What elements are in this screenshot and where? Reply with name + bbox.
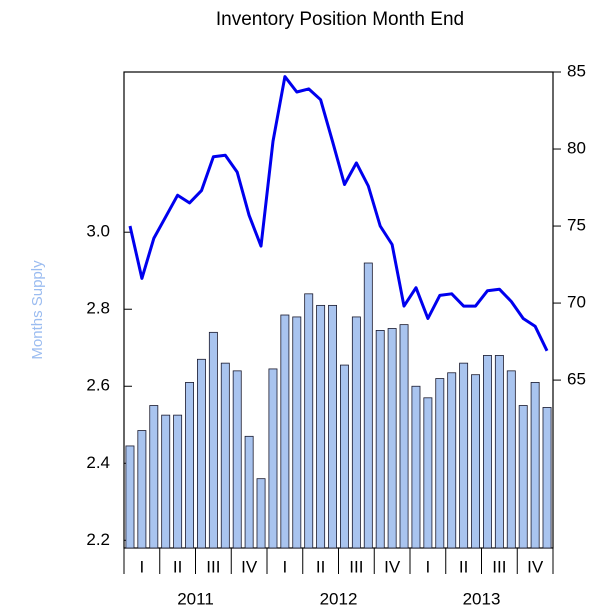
bar (316, 304, 326, 549)
y2-tick-label: 80 (567, 139, 586, 158)
x-tick-label: III (492, 557, 506, 576)
bar (483, 355, 492, 549)
bar (423, 397, 433, 549)
x-tick-label: I (426, 557, 431, 576)
bar (256, 478, 266, 549)
y2-tick-label: 70 (567, 293, 586, 312)
x-tick-label: IV (241, 557, 258, 576)
year-label: 2011 (177, 589, 214, 608)
bar (208, 331, 218, 549)
bar (185, 382, 194, 549)
bar (351, 316, 361, 549)
y-axis-label: Months Supply (29, 260, 46, 360)
bar (387, 328, 397, 549)
bar (542, 407, 552, 549)
x-tick-label: II (173, 557, 182, 576)
bar (494, 355, 504, 549)
bar (220, 362, 230, 549)
bar (304, 293, 314, 549)
y-tick-label: 2.6 (86, 376, 110, 395)
bar (471, 374, 480, 549)
bar (340, 364, 349, 549)
bar (328, 304, 337, 549)
bar (375, 330, 385, 549)
bar (232, 370, 242, 549)
bar (137, 430, 147, 549)
y2-tick-label: 75 (567, 216, 586, 235)
bar (197, 358, 206, 549)
bar (447, 372, 457, 549)
y-tick-label: 3.0 (86, 222, 110, 241)
x-tick-label: III (206, 557, 220, 576)
x-tick-label: I (283, 557, 288, 576)
x-tick-label: II (316, 557, 325, 576)
x-tick-label: IV (527, 557, 544, 576)
bar (411, 385, 421, 549)
y-tick-label: 2.2 (86, 530, 110, 549)
x-tick-label: III (349, 557, 363, 576)
line (128, 75, 549, 352)
bar (268, 368, 278, 549)
bar (149, 405, 159, 549)
bar (506, 370, 516, 549)
x-tick-label: IV (384, 557, 401, 576)
bar (125, 445, 135, 549)
bar (435, 378, 445, 549)
bar (280, 314, 290, 549)
bar (530, 382, 540, 549)
y-tick-label: 2.4 (86, 453, 110, 472)
bar (518, 405, 528, 549)
y-tick-label: 2.8 (86, 299, 110, 318)
bar (459, 362, 469, 549)
bar (161, 414, 171, 549)
chart-title: Inventory Position Month End (216, 9, 464, 30)
x-tick-label: II (459, 557, 468, 576)
bar (292, 316, 302, 549)
bar (399, 324, 409, 549)
y2-tick-label: 85 (567, 61, 586, 80)
year-label: 2012 (320, 589, 358, 608)
year-label: 2013 (463, 589, 501, 608)
bar (244, 435, 254, 549)
bar (173, 414, 183, 549)
x-tick-label: I (140, 557, 145, 576)
bar (363, 262, 373, 549)
y2-tick-label: 65 (567, 370, 586, 389)
